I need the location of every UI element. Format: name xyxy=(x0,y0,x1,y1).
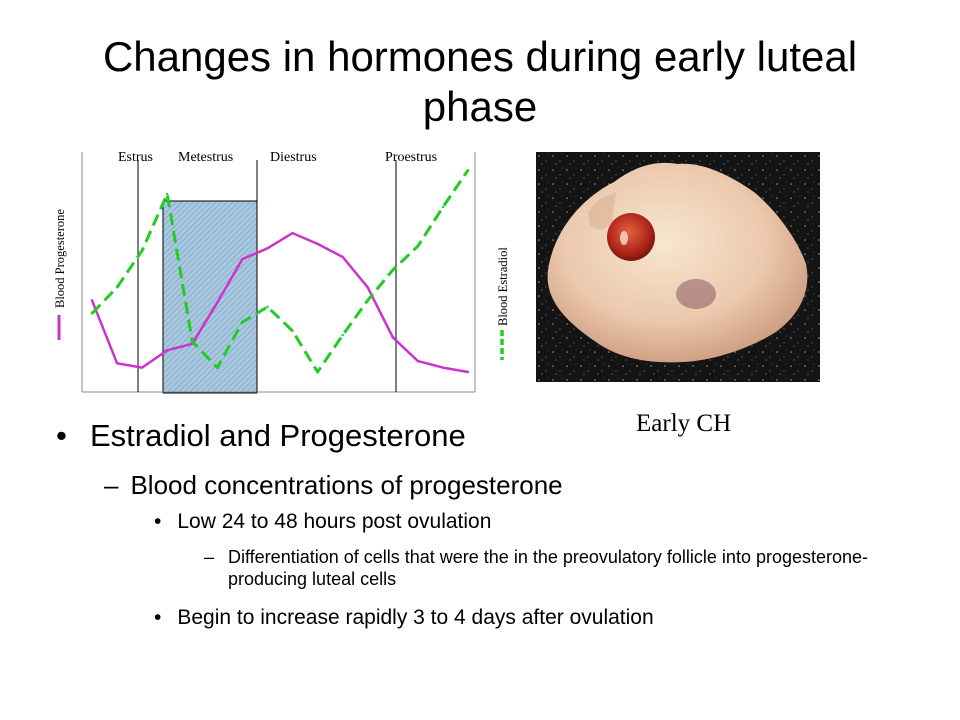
progesterone-point xyxy=(266,247,269,250)
estradiol-point xyxy=(191,340,194,343)
progesterone-point xyxy=(291,231,294,235)
estradiol-point xyxy=(391,268,394,272)
progesterone-point xyxy=(316,242,319,246)
progesterone-point xyxy=(416,359,420,363)
progesterone-point xyxy=(391,336,394,339)
estradiol-point xyxy=(140,249,144,252)
bullet-dot-icon: • xyxy=(154,606,162,629)
bullet-level3-b-text: Begin to increase rapidly 3 to 4 days af… xyxy=(177,606,654,629)
progesterone-point xyxy=(466,370,470,374)
estradiol-point xyxy=(115,286,119,289)
hormone-chart: Estrus Metestrus Diestrus Proestrus Bloo… xyxy=(40,140,530,400)
progesterone-point xyxy=(166,349,169,352)
phase-label-metestrus: Metestrus xyxy=(178,150,233,165)
estradiol-point xyxy=(266,305,269,309)
bullet-level1: • Estradiol and Progesterone xyxy=(56,418,466,454)
progesterone-point xyxy=(366,286,369,289)
hormone-chart-svg: Estrus Metestrus Diestrus Proestrus Bloo… xyxy=(53,150,510,394)
bullet-level2: – Blood concentrations of progesterone xyxy=(104,470,563,501)
progesterone-point xyxy=(140,366,144,369)
estradiol-point xyxy=(316,370,319,374)
metestrus-highlight xyxy=(162,200,258,394)
estradiol-point xyxy=(166,192,169,196)
series-layer xyxy=(90,168,470,374)
progesterone-point xyxy=(90,299,94,302)
bullet-level4: – Differentiation of cells that were the … xyxy=(204,546,904,590)
progesterone-point xyxy=(341,255,344,259)
estradiol-point xyxy=(416,244,420,248)
bullet-dot-icon: • xyxy=(56,418,67,453)
estradiol-point xyxy=(341,333,344,337)
right-axis-label: Blood Estradiol xyxy=(496,247,510,326)
slide-title: Changes in hormones during early luteal … xyxy=(102,33,858,130)
bullet-level1-text: Estradiol and Progesterone xyxy=(90,418,466,453)
dash-icon: – xyxy=(204,547,215,567)
left-axis-label: Blood Progesterone xyxy=(53,209,67,308)
progesterone-point xyxy=(216,301,219,304)
bullet-level4-text: Differentiation of cells that were the i… xyxy=(228,547,869,589)
estradiol-point xyxy=(291,329,294,332)
estradiol-point xyxy=(90,312,94,315)
estradiol-series-line xyxy=(90,169,470,374)
estradiol-point xyxy=(216,366,219,369)
progesterone-point xyxy=(241,257,244,261)
bullet-level3-a-text: Low 24 to 48 hours post ovulation xyxy=(177,510,492,533)
estradiol-point xyxy=(441,205,445,209)
estradiol-point xyxy=(466,168,470,172)
bullet-dot-icon: • xyxy=(154,510,162,533)
bullet-level3-a: • Low 24 to 48 hours post ovulation xyxy=(154,510,491,534)
phase-label-diestrus: Diestrus xyxy=(270,150,317,165)
progesterone-point xyxy=(115,362,119,365)
estradiol-point xyxy=(241,320,244,324)
progesterone-point xyxy=(441,366,445,369)
bullet-level3-b: • Begin to increase rapidly 3 to 4 days a… xyxy=(154,606,654,630)
dash-icon: – xyxy=(104,470,119,500)
corpus-hemorrhagicum-photo xyxy=(536,152,820,382)
phase-label-estrus: Estrus xyxy=(118,150,153,165)
progesterone-series-line xyxy=(90,231,469,374)
estradiol-point xyxy=(366,299,369,302)
phase-label-proestrus: Proestrus xyxy=(385,150,437,165)
bullet-level2-text: Blood concentrations of progesterone xyxy=(130,470,563,500)
photo-caption: Early CH xyxy=(636,410,732,437)
